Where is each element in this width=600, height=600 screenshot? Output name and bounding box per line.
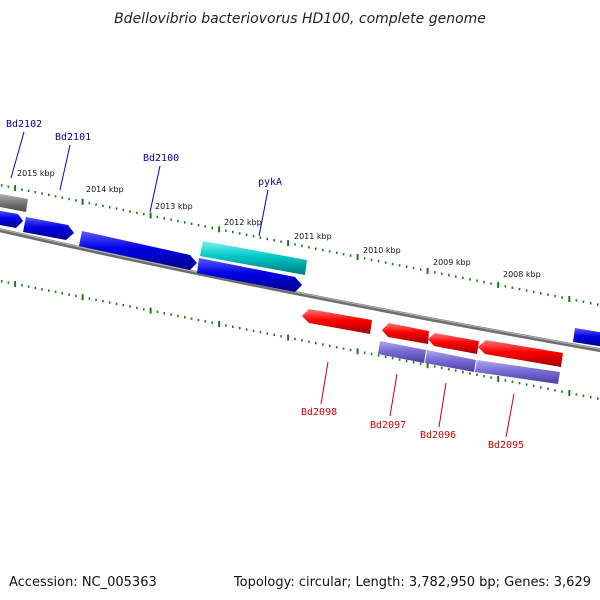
gene-label-bd2100[interactable]: Bd2100	[143, 153, 179, 164]
gene-purple-3[interactable]	[475, 360, 560, 384]
gene-label-bd2097[interactable]: Bd2097	[370, 420, 406, 431]
gene-label-bd2102[interactable]: Bd2102	[6, 119, 42, 130]
gene-bd2102[interactable]	[0, 210, 23, 228]
kbp-label: 2014 kbp	[86, 185, 124, 194]
gene-labels: Bd2102 Bd2101 Bd2100 pykA Bd2098 Bd2097 …	[6, 119, 524, 451]
label-leaders	[10, 131, 515, 438]
gene-purple-2[interactable]	[425, 350, 476, 372]
leader-bd2101	[59, 144, 71, 191]
gene-gray-partial[interactable]	[0, 193, 28, 212]
kbp-label: 2011 kbp	[294, 232, 332, 241]
gene-label-bd2095[interactable]: Bd2095	[488, 440, 524, 451]
kbp-label: 2013 kbp	[155, 202, 193, 211]
gene-bd2096[interactable]	[428, 333, 479, 354]
gene-red-right[interactable]	[478, 340, 563, 367]
reverse-genes	[302, 309, 563, 367]
kbp-label: 2010 kbp	[363, 246, 401, 255]
leader-bd2100	[149, 165, 161, 213]
genome-backbone	[0, 228, 600, 353]
gene-bd2100[interactable]	[79, 231, 197, 270]
gene-label-bd2096[interactable]: Bd2096	[420, 430, 456, 441]
leader-bd2097	[389, 373, 398, 417]
map-title: Bdellovibrio bacteriovorus HD100, comple…	[114, 11, 486, 27]
gene-bd2098[interactable]	[302, 309, 372, 334]
kbp-label: 2012 kbp	[224, 218, 262, 227]
gene-bd2097[interactable]	[382, 323, 429, 344]
accession-text: Accession: NC_005363	[9, 575, 157, 590]
kbp-label: 2009 kbp	[433, 258, 471, 267]
outer-tick-track	[0, 184, 599, 306]
gene-bd2101[interactable]	[23, 217, 74, 240]
gene-label-bd2101[interactable]: Bd2101	[55, 132, 91, 143]
reverse-track2-genes	[378, 341, 560, 384]
inner-tick-track	[0, 280, 599, 400]
gene-label-bd2098[interactable]: Bd2098	[301, 407, 337, 418]
leader-bd2096	[438, 382, 447, 428]
forward-genes	[0, 193, 600, 347]
genome-summary-text: Topology: circular; Length: 3,782,950 bp…	[233, 575, 591, 590]
kbp-labels: 2015 kbp 2014 kbp 2013 kbp 2012 kbp 2011…	[17, 169, 541, 279]
leader-bd2102	[10, 131, 25, 179]
leader-bd2095	[505, 393, 515, 438]
kbp-label: 2008 kbp	[503, 270, 541, 279]
leader-bd2098	[320, 361, 329, 405]
gene-purple-1[interactable]	[378, 341, 426, 363]
kbp-label: 2015 kbp	[17, 169, 55, 178]
gene-blue-right-partial[interactable]	[573, 328, 600, 347]
gene-label-pyka[interactable]: pykA	[258, 177, 282, 188]
leader-pyka	[258, 189, 269, 237]
gene-pyka[interactable]	[200, 241, 307, 275]
gene-blue-lower[interactable]	[197, 258, 302, 292]
